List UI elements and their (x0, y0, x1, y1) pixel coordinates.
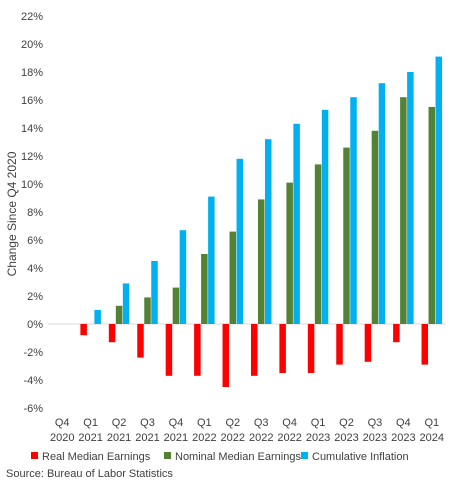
y-tick-label: 2% (27, 291, 43, 303)
x-tick-label-year: 2023 (363, 432, 387, 444)
x-tick-label-quarter: Q4 (282, 417, 297, 429)
cumulative-inflation-bar (208, 196, 215, 324)
nominal-median-earnings-bar (115, 305, 123, 324)
real-median-earnings-bar (137, 324, 144, 358)
x-tick-label-quarter: Q2 (225, 417, 240, 429)
x-tick-label-quarter: Q1 (197, 417, 212, 429)
real-median-earnings-bar (336, 324, 343, 365)
real-median-earnings-bar (194, 324, 201, 376)
nominal-median-earnings-bar (172, 287, 180, 324)
x-tick-label-quarter: Q3 (368, 417, 383, 429)
bar-series (80, 56, 443, 387)
cumulative-inflation-bar (94, 310, 101, 324)
real-median-earnings-bar (279, 324, 286, 373)
x-tick-label-year: 2022 (221, 432, 245, 444)
y-tick-label: 6% (27, 235, 43, 247)
nominal-median-earnings-bar (428, 107, 436, 324)
y-tick-label: 22% (21, 11, 43, 23)
x-tick-label-year: 2023 (334, 432, 358, 444)
cumulative-inflation-bar (435, 56, 443, 324)
y-tick-label: 16% (21, 95, 43, 107)
real-median-earnings-bar (364, 324, 372, 362)
y-tick-label: -4% (23, 375, 43, 387)
cumulative-inflation-bar (407, 72, 414, 324)
x-tick-label-year: 2024 (420, 432, 444, 444)
x-tick-label-year: 2021 (107, 432, 131, 444)
cumulative-inflation-bar (151, 261, 158, 324)
y-tick-label: 14% (21, 123, 43, 135)
y-tick-label: -2% (23, 347, 43, 359)
x-tick-label-quarter: Q4 (55, 417, 70, 429)
nominal-median-earnings-bar (257, 199, 265, 324)
cumulative-inflation-bar (179, 230, 187, 324)
cumulative-inflation-legend-swatch (301, 452, 308, 459)
y-tick-label: 20% (21, 39, 43, 51)
x-tick-label-quarter: Q4 (396, 417, 411, 429)
y-tick-label: 12% (21, 151, 43, 163)
x-tick-label-year: 2021 (78, 432, 102, 444)
cumulative-inflation-bar (122, 283, 130, 324)
x-tick-label-quarter: Q3 (140, 417, 155, 429)
nominal-median-earnings-bar (144, 297, 151, 324)
real-median-earnings-legend-swatch (31, 452, 38, 459)
y-axis-label: Change Since Q4 2020 (5, 151, 19, 276)
cumulative-inflation-bar (321, 109, 329, 324)
y-tick-label: 0% (27, 319, 43, 331)
x-tick-label-year: 2022 (192, 432, 216, 444)
x-tick-label-year: 2023 (306, 432, 330, 444)
x-tick-label-year: 2023 (391, 432, 415, 444)
x-tick-label-year: 2022 (249, 432, 273, 444)
nominal-median-earnings-bar (400, 97, 407, 324)
real-median-earnings-bar (307, 324, 315, 373)
x-tick-label-quarter: Q1 (83, 417, 98, 429)
nominal-median-earnings-bar (343, 147, 350, 324)
x-tick-label-quarter: Q1 (311, 417, 326, 429)
cumulative-inflation-bar (236, 158, 244, 324)
x-tick-label-quarter: Q3 (254, 417, 269, 429)
real-median-earnings-bar (165, 324, 173, 376)
real-median-earnings-legend-label: Real Median Earnings (42, 451, 151, 463)
y-tick-label: -6% (23, 403, 43, 415)
legend: Real Median Earnings Nominal Median Earni… (31, 451, 409, 463)
real-median-earnings-bar (80, 324, 87, 336)
nominal-median-earnings-bar (371, 130, 379, 324)
x-tick-label-year: 2021 (135, 432, 159, 444)
nominal-median-earnings-legend-swatch (164, 452, 171, 459)
y-tick-labels: -6% -4% -2% 0% 2% 4% 6% 8% 10% 12% 14% 16% 18% 20% 22% (21, 11, 43, 415)
real-median-earnings-bar (250, 324, 258, 376)
nominal-median-earnings-bar (286, 182, 293, 324)
x-tick-label-year: 2021 (164, 432, 188, 444)
x-tick-labels: Q4 2020 Q1 2021 Q2 2021 Q3 2021 Q4 2021 Q1 2022 Q2 20… (50, 417, 444, 444)
y-tick-label: 4% (27, 263, 43, 275)
real-median-earnings-bar (421, 324, 429, 365)
y-tick-label: 18% (21, 67, 43, 79)
x-tick-label-year: 2022 (277, 432, 301, 444)
cumulative-inflation-bar (350, 97, 357, 324)
nominal-median-earnings-legend-label: Nominal Median Earnings (175, 451, 301, 463)
nominal-median-earnings-bar (229, 231, 237, 324)
x-tick-label-quarter: Q4 (169, 417, 184, 429)
cumulative-inflation-legend-label: Cumulative Inflation (312, 451, 409, 463)
nominal-median-earnings-bar (201, 254, 208, 324)
x-tick-label-year: 2020 (50, 432, 74, 444)
real-median-earnings-bar (393, 324, 400, 343)
x-tick-label-quarter: Q2 (339, 417, 354, 429)
cumulative-inflation-bar (264, 139, 272, 324)
x-tick-label-quarter: Q2 (112, 417, 127, 429)
real-median-earnings-bar (222, 324, 230, 387)
cumulative-inflation-bar (293, 123, 300, 324)
y-tick-label: 10% (21, 179, 43, 191)
source-note: Source: Bureau of Labor Statistics (6, 468, 173, 480)
y-tick-label: 8% (27, 207, 43, 219)
cumulative-inflation-bar (378, 83, 386, 324)
nominal-median-earnings-bar (314, 164, 322, 324)
real-median-earnings-bar (108, 324, 116, 343)
x-tick-label-quarter: Q1 (424, 417, 439, 429)
